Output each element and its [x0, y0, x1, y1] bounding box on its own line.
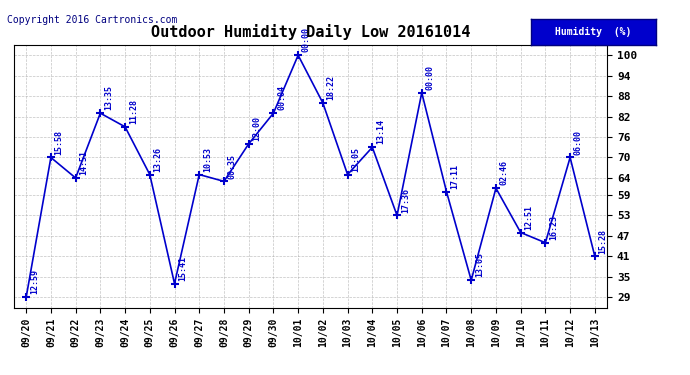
Text: 00:00: 00:00 [426, 65, 435, 90]
Text: 15:28: 15:28 [599, 229, 608, 254]
Text: 11:28: 11:28 [129, 99, 138, 124]
Text: 18:22: 18:22 [326, 75, 336, 100]
Text: 00:00: 00:00 [302, 27, 311, 53]
Text: 06:00: 06:00 [574, 130, 583, 155]
Text: 13:05: 13:05 [351, 147, 360, 172]
Text: 12:00: 12:00 [253, 116, 262, 141]
Text: 15:58: 15:58 [55, 130, 63, 155]
Text: Copyright 2016 Cartronics.com: Copyright 2016 Cartronics.com [7, 15, 177, 25]
Text: 13:35: 13:35 [104, 86, 113, 110]
Text: 02:46: 02:46 [500, 160, 509, 185]
Text: 14:51: 14:51 [79, 150, 88, 175]
Text: 13:05: 13:05 [475, 252, 484, 278]
Text: 00:35: 00:35 [228, 154, 237, 178]
Text: 17:36: 17:36 [401, 188, 410, 213]
Text: 12:59: 12:59 [30, 270, 39, 294]
Text: 13:26: 13:26 [154, 147, 163, 172]
Text: 15:41: 15:41 [178, 256, 188, 281]
Text: 17:11: 17:11 [451, 164, 460, 189]
Text: 16:23: 16:23 [549, 215, 558, 240]
Text: 00:04: 00:04 [277, 86, 286, 110]
Text: 10:53: 10:53 [203, 147, 212, 172]
Text: 13:14: 13:14 [376, 120, 385, 144]
Text: 12:51: 12:51 [524, 205, 533, 230]
Text: Humidity  (%): Humidity (%) [555, 27, 631, 37]
Title: Outdoor Humidity Daily Low 20161014: Outdoor Humidity Daily Low 20161014 [151, 24, 470, 40]
